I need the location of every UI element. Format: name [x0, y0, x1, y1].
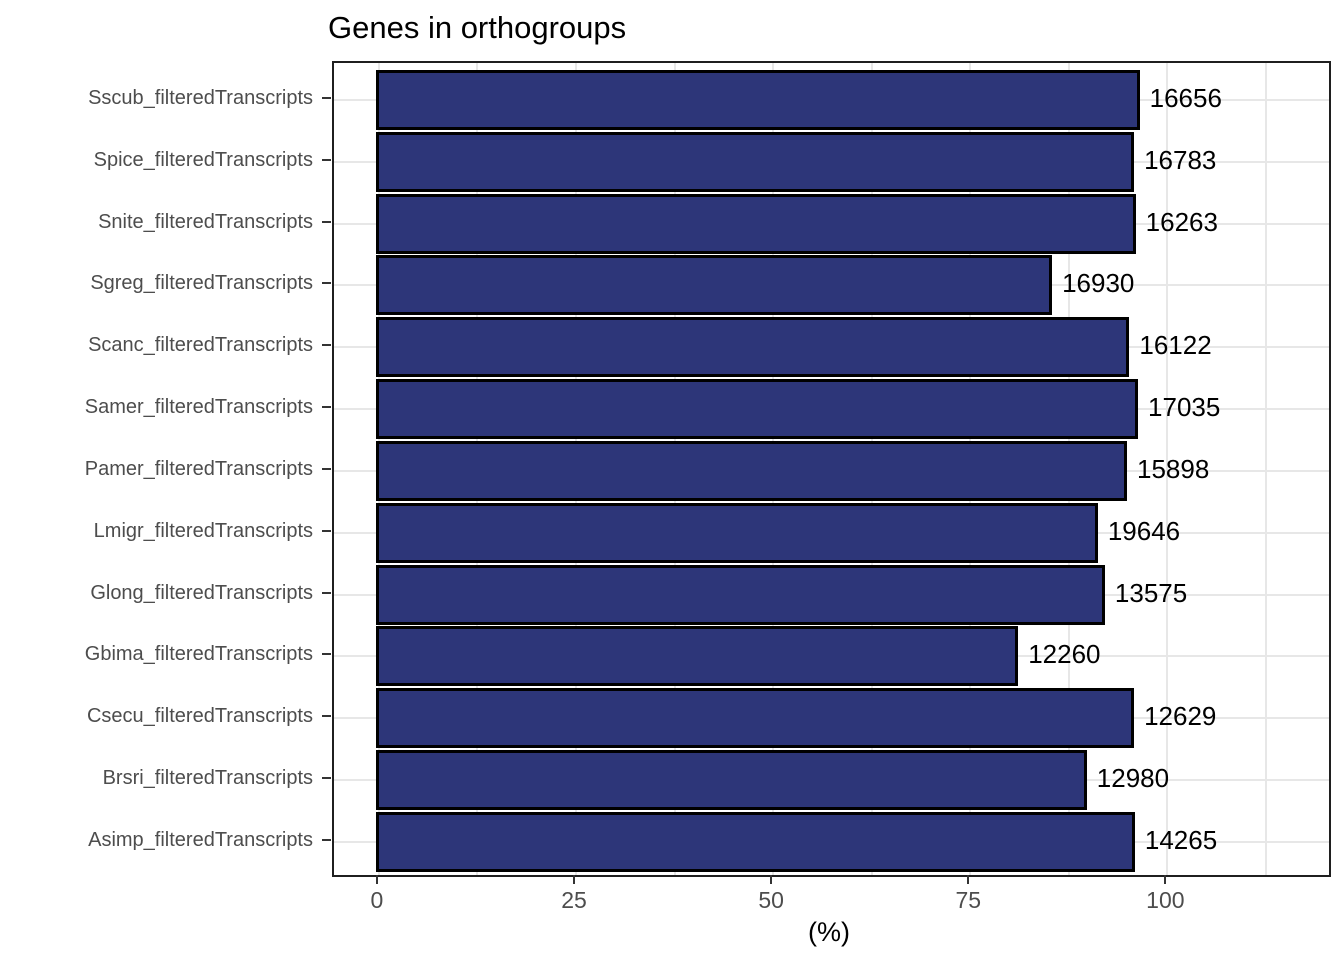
y-axis-tick	[322, 467, 331, 470]
y-axis-tick	[322, 220, 331, 223]
y-axis-category-label: Csecu_filteredTranscripts	[86, 705, 313, 728]
bar	[375, 131, 1135, 192]
y-axis-category-label: Gbima_filteredTranscripts	[84, 643, 313, 666]
y-axis-category-label: Spice_filteredTranscripts	[93, 148, 313, 171]
x-axis-tick-label: 75	[955, 887, 982, 913]
bar	[375, 688, 1135, 749]
bar-value-label: 12980	[1096, 763, 1170, 794]
x-axis-title: (%)	[808, 917, 850, 947]
bar	[375, 440, 1127, 501]
x-axis-tick	[1164, 875, 1167, 884]
y-axis-category-label: Samer_filteredTranscripts	[84, 396, 313, 419]
x-axis-tick	[375, 875, 378, 884]
bar-value-label: 16783	[1144, 144, 1217, 175]
bar	[375, 811, 1135, 872]
y-axis-tick	[322, 838, 331, 841]
x-axis-tick-label: 100	[1146, 887, 1185, 913]
x-axis-tick	[770, 875, 773, 884]
y-axis-tick	[322, 344, 331, 347]
vertical-gridline	[1166, 63, 1169, 875]
bar-value-label: 15898	[1137, 453, 1210, 484]
y-axis-tick	[322, 777, 331, 780]
y-axis-tick	[322, 715, 331, 718]
y-axis-category-label: Brsri_filteredTranscripts	[102, 767, 313, 790]
bar-value-label: 14265	[1144, 824, 1218, 855]
x-axis-tick-label: 25	[561, 887, 587, 913]
y-axis-category-label: Lmigr_filteredTranscripts	[93, 519, 313, 542]
y-axis-category-label: Asimp_filteredTranscripts	[88, 828, 313, 851]
bar-value-label: 19646	[1107, 515, 1181, 546]
bar	[375, 564, 1105, 625]
x-axis-tick-label: 50	[758, 887, 784, 913]
bar-value-label: 17035	[1148, 392, 1221, 423]
bar	[375, 317, 1130, 378]
bar	[375, 255, 1053, 316]
y-axis-tick	[322, 406, 331, 409]
bar	[375, 750, 1087, 811]
y-axis-tick	[322, 158, 331, 161]
chart-title: Genes in orthogroups	[328, 10, 627, 45]
y-axis-tick	[322, 591, 331, 594]
bar	[375, 193, 1136, 254]
bar-value-label: 12260	[1028, 639, 1101, 670]
x-axis-tick-label: 0	[370, 887, 384, 913]
bar-value-label: 16263	[1145, 206, 1218, 237]
bar-value-label: 16122	[1139, 330, 1212, 361]
bar-value-label: 16656	[1149, 83, 1222, 113]
y-axis-category-label: Scanc_filteredTranscripts	[88, 334, 313, 357]
y-axis-category-label: Snite_filteredTranscripts	[98, 210, 313, 233]
y-axis-tick	[322, 97, 331, 99]
bar	[375, 70, 1140, 130]
x-axis-tick	[967, 875, 970, 884]
y-axis-category-label: Glong_filteredTranscripts	[90, 581, 313, 604]
y-axis-category-label: Pamer_filteredTranscripts	[84, 457, 313, 480]
y-axis-category-label: Sscub_filteredTranscripts	[88, 87, 313, 109]
y-axis-tick	[322, 282, 331, 285]
y-axis-tick	[322, 653, 331, 656]
bar-value-label: 16930	[1062, 268, 1135, 299]
plot-panel	[332, 61, 1331, 877]
y-axis-category-label: Sgreg_filteredTranscripts	[90, 272, 313, 295]
bar	[375, 626, 1019, 687]
vertical-gridline	[1264, 63, 1267, 875]
bar-value-label: 12629	[1144, 701, 1217, 732]
bar	[375, 502, 1098, 563]
y-axis-tick	[322, 529, 331, 532]
bar	[375, 379, 1139, 440]
x-axis-tick	[573, 875, 576, 884]
bar-value-label: 13575	[1114, 577, 1188, 608]
